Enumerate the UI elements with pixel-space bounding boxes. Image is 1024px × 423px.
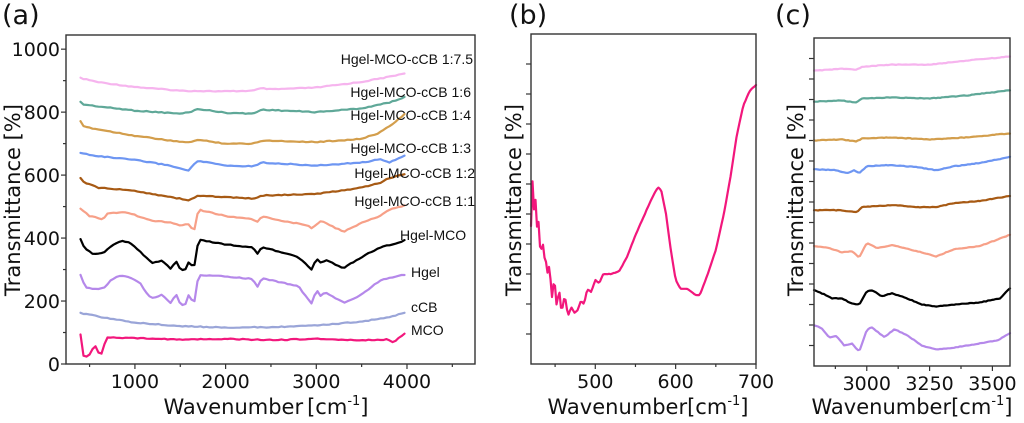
panel-c-ylabel: Transmittance [%] — [784, 104, 808, 297]
x-tick-label: 4000 — [383, 371, 431, 393]
panel-a-xlabel-sup: -1 — [347, 394, 360, 409]
panel-a-frame — [65, 34, 476, 365]
panel-b-xlabel-main: Wavenumber — [548, 395, 688, 419]
y-tick-label: 1000 — [12, 39, 60, 61]
series-line-hgel-mco-ccb-1-1 — [79, 204, 406, 233]
panel-c-xlabel: Wavenumber[cm-1] — [812, 394, 1013, 419]
panel-c-xlabel-unit: [cm — [951, 395, 991, 419]
series-label-hgel: Hgel — [411, 264, 440, 280]
panel-b-xlabel: Wavenumber[cm-1] — [548, 394, 749, 419]
series-line-mco — [79, 332, 406, 358]
series-label-1-3: Hgel-MCO-cCB 1:3 — [350, 140, 471, 156]
panel-b-xlabel-close: ] — [740, 395, 748, 419]
series-label-1-7-5: Hgel-MCO-cCB 1:7.5 — [341, 51, 473, 67]
panel-c-xlabel-close: ] — [1004, 395, 1012, 419]
panel-a-ticks: 1000 2000 3000 4000 0 200 400 600 800 1000 — [12, 39, 453, 393]
series-line-hgel-mco-ccb-1-7-5 — [79, 72, 406, 93]
series-label-hgel-mco: Hgel-MCO — [400, 227, 466, 243]
x-tick-label: 600 — [658, 371, 694, 393]
panel-c-frame — [813, 37, 1011, 367]
series-label-1-6: Hgel-MCO-cCB 1:6 — [350, 84, 471, 100]
x-tick-label: 700 — [738, 371, 774, 393]
panel-c-ticks: 3000 3250 3500 — [809, 57, 1017, 395]
panel-c: (c) Transmittance [%] Wavenumber[cm-1] 3… — [775, 0, 1017, 419]
panel-a-xlabel-unit: [cm — [307, 395, 347, 419]
series-label-mco: MCO — [411, 322, 444, 338]
series-line-hgel-mco-ccb-1-1 — [812, 233, 1012, 258]
panel-a-xlabel-close: ] — [360, 395, 368, 419]
x-tick-label: 3000 — [292, 371, 340, 393]
series-line-hgel-mco-ccb-1-2 — [79, 173, 406, 202]
series-line-hgel — [812, 324, 1012, 352]
panel-a-curves — [79, 72, 406, 358]
x-tick-label: 3000 — [843, 373, 891, 395]
panel-c-xlabel-main: Wavenumber — [812, 395, 952, 419]
panel-b-label: (b) — [509, 0, 547, 31]
y-tick-label: 800 — [24, 102, 60, 124]
panel-a-y-title: Transmittance [%] — [1, 104, 25, 297]
panel-a-series-labels: Hgel-MCO-cCB 1:7.5 Hgel-MCO-cCB 1:6 Hgel… — [341, 51, 475, 338]
panel-b-y-title: Transmittance [%] — [502, 104, 526, 297]
x-tick-label: 1000 — [111, 371, 159, 393]
panel-b-ylabel: Transmittance [%] — [502, 104, 526, 297]
series-label-1-1: Hgel-MCO-cCB 1:1 — [354, 193, 475, 209]
x-tick-label: 500 — [577, 371, 613, 393]
series-line-hgel-mco-ccb-1-6 — [79, 95, 406, 115]
series-line-ccb — [79, 311, 406, 329]
x-tick-label: 2000 — [201, 371, 249, 393]
panel-a-xlabel-main: Wavenumber — [164, 395, 304, 419]
series-line-hgel — [79, 273, 406, 307]
panel-b: (b) Transmittance [%] Wavenumber[cm-1] 5… — [502, 0, 774, 419]
y-tick-label: 0 — [48, 354, 60, 376]
panel-c-label: (c) — [775, 0, 811, 31]
series-line-hgel-mco-ccb-1-4 — [79, 112, 406, 146]
panel-c-xlabel-sup: -1 — [991, 394, 1004, 409]
y-tick-label: 200 — [24, 291, 60, 313]
panel-b-ticks: 500 600 700 — [526, 63, 774, 393]
x-tick-label: 3250 — [905, 373, 953, 395]
panel-a-xlabel: Wavenumber [cm-1] — [164, 394, 369, 419]
series-line-hgel-mco-ccb-1-2 — [812, 194, 1012, 214]
series-line-hgel-mco-ccb-1-3 — [79, 151, 406, 172]
panel-a-label: (a) — [2, 0, 40, 31]
series-label-ccb: cCB — [411, 299, 437, 315]
series-label-1-4: Hgel-MCO-cCB 1:4 — [350, 107, 471, 123]
x-tick-label: 3500 — [968, 373, 1016, 395]
series-line-hgel-mco — [79, 238, 406, 272]
series-label-1-2: Hgel-MCO-cCB 1:2 — [354, 165, 475, 181]
panel-a: (a) Transmittance [%] Wavenumber [cm-1] 1… — [1, 0, 476, 419]
panel-c-curves — [812, 55, 1012, 352]
series-line-hgel-mco-ccb-1-4 — [812, 132, 1012, 143]
y-tick-label: 400 — [24, 228, 60, 250]
series-line-hgel-mco — [812, 287, 1012, 308]
panel-b-xlabel-unit: [cm — [687, 395, 727, 419]
panel-a-ylabel: Transmittance [%] — [1, 104, 25, 297]
panel-c-y-title: Transmittance [%] — [784, 104, 808, 297]
panel-b-curves — [529, 83, 758, 316]
series-line-hgel-mco-ccb-1-6 — [812, 89, 1012, 104]
panel-b-xlabel-sup: -1 — [727, 394, 740, 409]
y-tick-label: 600 — [24, 165, 60, 187]
series-line-mco — [529, 83, 758, 316]
series-line-hgel-mco-ccb-1-7-5 — [812, 55, 1012, 72]
panel-b-frame — [530, 33, 757, 365]
series-line-hgel-mco-ccb-1-3 — [812, 155, 1012, 174]
